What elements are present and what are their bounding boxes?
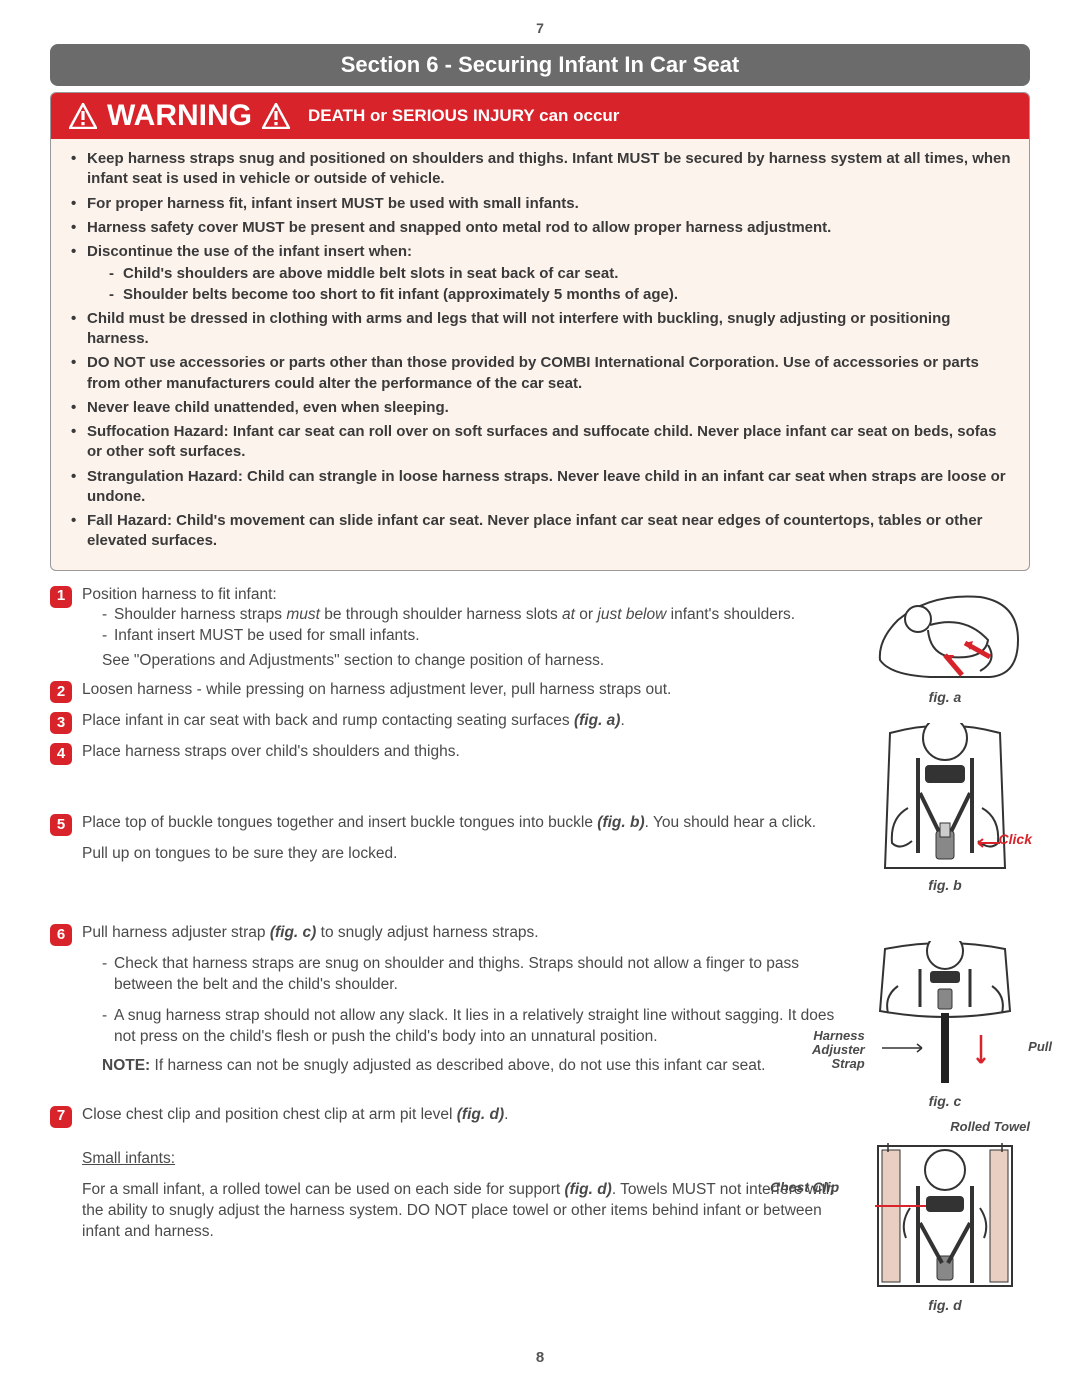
fig-ref: (fig. c) [270,924,317,941]
warning-item: Child must be dressed in clothing with a… [69,309,1011,350]
warning-triangle-right-icon [262,103,290,129]
t: Shoulder harness straps [114,606,286,623]
t: . [620,712,624,729]
warning-subitem: Shoulder belts become too short to fit i… [109,285,1011,305]
warning-item: DO NOT use accessories or parts other th… [69,353,1011,394]
t: just below [597,606,666,623]
fig-c-illustration-icon [870,941,1020,1091]
step-badge: 1 [50,586,72,608]
t: at [562,606,575,623]
fig-a-illustration-icon [870,585,1020,685]
warning-triangle-left-icon [69,103,97,129]
step-1: 1 Position harness to fit infant: Should… [50,585,844,673]
step-text: Place harness straps over child's should… [82,742,844,763]
warning-list: Keep harness straps snug and positioned … [51,139,1029,570]
warning-item: Discontinue the use of the infant insert… [69,242,1011,305]
t: For a small infant, a rolled towel can b… [82,1181,565,1198]
fig-b-click-label: Click [999,831,1032,847]
fig-caption: fig. b [860,877,1030,893]
t: Place infant in car seat with back and r… [82,712,574,729]
fig-d-chestclip-label: Chest Clip [770,1179,839,1195]
step-para: Pull up on tongues to be sure they are l… [82,844,844,865]
fig-ref: (fig. d) [565,1181,612,1198]
warning-item: For proper harness fit, infant insert MU… [69,194,1011,214]
step-badge: 3 [50,712,72,734]
fig-caption: fig. c [860,1093,1030,1109]
step-dash: Check that harness straps are snug on sh… [102,954,844,996]
fig-caption: fig. a [860,689,1030,705]
note-label: NOTE: [102,1057,150,1074]
fig-caption: fig. d [860,1297,1030,1313]
step-dash: A snug harness strap should not allow an… [102,1006,844,1048]
t: infant's shoulders. [666,606,795,623]
figure-b: Click fig. b [860,723,1030,893]
label: Harness [812,1029,865,1043]
warning-item: Never leave child unattended, even when … [69,398,1011,418]
warning-word: WARNING [69,99,290,133]
warning-item: Harness safety cover MUST be present and… [69,218,1011,238]
t: or [575,606,597,623]
step-dash: Infant insert MUST be used for small inf… [102,626,844,647]
figure-c: Harness Adjuster Strap Pull fig. c [860,941,1030,1109]
step-text: Loosen harness - while pressing on harne… [82,680,844,701]
figure-a: fig. a [860,585,1030,705]
label: Strap [812,1057,865,1071]
step-see: See "Operations and Adjustments" section… [102,651,844,672]
t: Pull harness adjuster strap [82,924,270,941]
fig-d-illustration-icon [870,1138,1020,1293]
warning-header: WARNING DEATH or SERIOUS INJURY can occu… [51,93,1029,139]
figures-column: fig. a Click fig. b [860,585,1030,1331]
fig-ref: (fig. b) [597,814,644,831]
warning-item: Keep harness straps snug and positioned … [69,149,1011,190]
step-note: NOTE: If harness can not be snugly adjus… [102,1056,844,1077]
t: must [286,606,320,623]
warning-subtitle: DEATH or SERIOUS INJURY can occur [308,106,619,126]
steps-column: 1 Position harness to fit infant: Should… [50,585,844,1331]
warning-sublist: Child's shoulders are above middle belt … [109,264,1011,305]
page-number-top: 7 [50,20,1030,36]
figure-d: Rolled Towel Chest Clip fig. d [860,1119,1030,1313]
label: Adjuster [812,1043,865,1057]
warning-item: Fall Hazard: Child's movement can slide … [69,511,1011,552]
t: Close chest clip and position chest clip… [82,1106,457,1123]
warning-item: Strangulation Hazard: Child can strangle… [69,467,1011,508]
fig-d-towel-label: Rolled Towel [860,1119,1030,1134]
step-badge: 7 [50,1106,72,1128]
arrow-icon [880,1041,928,1055]
arrow-icon [972,835,1002,851]
step-badge: 2 [50,681,72,703]
step-4: 4 Place harness straps over child's shou… [50,742,844,765]
step-7: 7 Close chest clip and position chest cl… [50,1105,844,1244]
note-text: If harness can not be snugly adjusted as… [150,1057,765,1074]
fig-ref: (fig. d) [457,1106,504,1123]
warning-subitem: Child's shoulders are above middle belt … [109,264,1011,284]
step-badge: 4 [50,743,72,765]
step-6: 6 Pull harness adjuster strap (fig. c) t… [50,923,844,1077]
t: to snugly adjust harness straps. [316,924,538,941]
warning-item-text: Discontinue the use of the infant insert… [87,243,412,260]
subhead: Small infants: [82,1149,844,1170]
arrow-down-icon [974,1033,988,1069]
step-3: 3 Place infant in car seat with back and… [50,711,844,734]
step-badge: 6 [50,924,72,946]
step-dash: Shoulder harness straps must be through … [102,605,844,626]
warning-box: WARNING DEATH or SERIOUS INJURY can occu… [50,92,1030,571]
t: Place top of buckle tongues together and… [82,814,597,831]
step-para: For a small infant, a rolled towel can b… [82,1180,844,1243]
step-2: 2 Loosen harness - while pressing on har… [50,680,844,703]
t: . You should hear a click. [645,814,816,831]
t: be through shoulder harness slots [320,606,562,623]
step-lead: Position harness to fit infant: [82,585,844,606]
warning-item: Suffocation Hazard: Infant car seat can … [69,422,1011,463]
page-number-bottom: 8 [50,1349,1030,1366]
t: . [504,1106,508,1123]
step-badge: 5 [50,814,72,836]
content-row: 1 Position harness to fit infant: Should… [50,585,1030,1331]
fig-ref: (fig. a) [574,712,621,729]
section-header: Section 6 - Securing Infant In Car Seat [50,44,1030,86]
fig-c-pull-label: Pull [1028,1039,1052,1054]
step-5: 5 Place top of buckle tongues together a… [50,813,844,865]
warning-text: WARNING [107,99,252,133]
